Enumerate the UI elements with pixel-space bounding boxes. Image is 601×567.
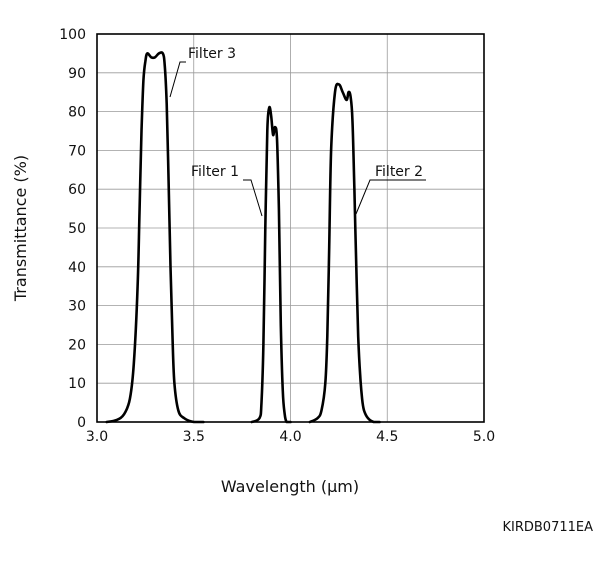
x-tick-label: 3.5 (183, 429, 205, 445)
filter-1-curve (250, 105, 292, 424)
y-tick-label: 70 (68, 143, 86, 159)
figure-code: KIRDB0711EA (502, 520, 593, 535)
grid (97, 34, 484, 422)
y-tick-label: 40 (68, 260, 86, 276)
y-tick-label: 30 (68, 299, 86, 315)
filter-2-leader (355, 179, 426, 215)
y-tick-label: 100 (59, 27, 86, 43)
y-tick-label: 10 (68, 376, 86, 392)
filter-1-label: Filter 1 (191, 164, 239, 180)
y-tick-label: 20 (68, 337, 86, 353)
x-tick-label: 5.0 (473, 429, 495, 445)
filter-2-curve (308, 82, 381, 424)
filter-3-leader (169, 61, 186, 98)
curves (105, 51, 381, 424)
filter-2-callout: Filter 2 (355, 164, 426, 215)
filter-2-label: Filter 2 (375, 164, 423, 180)
y-tick-label: 90 (68, 66, 86, 82)
filter-3-curve (105, 51, 205, 424)
filter-1-callout: Filter 1 (191, 164, 263, 217)
plot-frame (96, 33, 485, 423)
filter-1-leader (243, 179, 263, 217)
y-tick-label: 0 (77, 415, 86, 431)
x-tick-label: 3.0 (86, 429, 108, 445)
x-axis-label: Wavelength (μm) (221, 477, 359, 496)
y-axis-label: Transmittance (%) (11, 155, 30, 302)
tick-labels: 0 10 20 30 40 50 60 70 80 90 100 3.0 3.5 4.0 4.5 5.0 (59, 27, 495, 445)
y-tick-label: 60 (68, 182, 86, 198)
y-tick-label: 50 (68, 221, 86, 237)
y-tick-label: 80 (68, 105, 86, 121)
x-tick-label: 4.5 (376, 429, 398, 445)
filter-3-callout: Filter 3 (169, 46, 236, 98)
x-tick-label: 4.0 (279, 429, 301, 445)
filter-3-label: Filter 3 (188, 46, 236, 62)
